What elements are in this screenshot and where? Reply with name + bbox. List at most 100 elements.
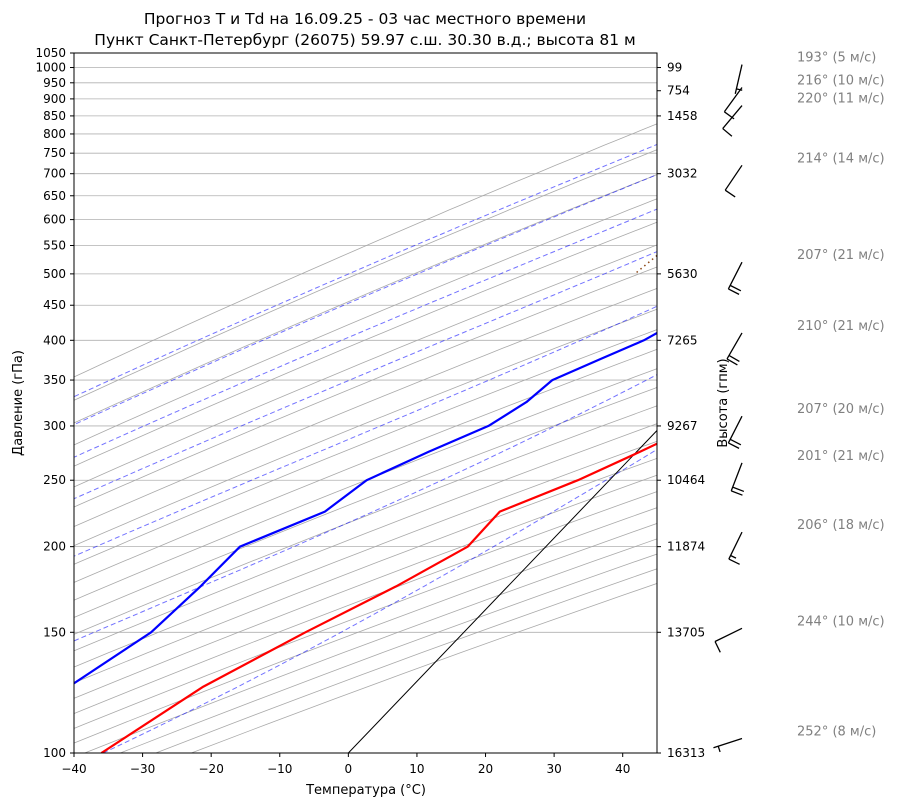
wind-barb — [723, 87, 743, 120]
dry-adiabat — [74, 198, 657, 446]
y-tick-label: 650 — [43, 189, 66, 203]
wind-label: 252° (8 м/с) — [797, 724, 876, 739]
x-axis-ticks: −40 −30 −20 −10 0 10 20 30 40 — [61, 753, 630, 776]
y-tick-label: 150 — [43, 625, 66, 639]
x-tick-label: −20 — [199, 762, 224, 776]
height-tick-label: 16313 — [667, 746, 705, 760]
moist-adiabat — [74, 143, 657, 398]
height-tick-label: 754 — [667, 84, 690, 98]
chart-title: Прогноз T и Td на 16.09.25 - 03 час мест… — [144, 10, 586, 28]
height-tick-label: 5630 — [667, 267, 698, 281]
plot-frame — [73, 52, 658, 754]
y-tick-label: 1050 — [35, 46, 66, 60]
y-tick-label: 700 — [43, 167, 66, 181]
y-tick-label: 400 — [43, 333, 66, 347]
wind-barb-feather — [717, 745, 721, 753]
dry-adiabat — [74, 149, 657, 401]
height-tick-label: 7265 — [667, 333, 698, 347]
x-tick-label: 40 — [615, 762, 630, 776]
wind-barb-feather — [736, 88, 743, 91]
moist-adiabat — [74, 251, 657, 500]
wind-barb — [734, 64, 743, 94]
wind-barb-staff — [727, 415, 743, 444]
dry-adiabat — [74, 123, 657, 378]
y-tick-label: 450 — [43, 298, 66, 312]
wind-barb-feather — [732, 486, 745, 493]
wind-label: 244° (10 м/с) — [797, 614, 885, 629]
dry-adiabat — [74, 348, 657, 583]
x-axis-label: Температура (°C) — [305, 783, 426, 798]
wind-barb-feather — [729, 284, 742, 292]
wind-barb — [714, 627, 743, 653]
wind-barb — [726, 332, 743, 366]
height-tick-label: 13705 — [667, 625, 705, 639]
dry-adiabat — [84, 538, 657, 753]
dry-adiabat — [74, 457, 657, 684]
wind-label: 201° (21 м/с) — [797, 449, 885, 464]
moist-adiabat — [74, 208, 657, 458]
moist-adiabat — [74, 305, 657, 557]
height-axis-ticks: 16313 13705 11874 10464 9267 7265 5630 3032 1458… — [657, 61, 705, 760]
dry-adiabat — [191, 582, 657, 753]
y-tick-label: 1000 — [35, 61, 66, 75]
wind-label: 207° (20 м/с) — [797, 402, 885, 417]
dry-adiabat — [74, 244, 657, 488]
height-tick-label: 99 — [667, 61, 682, 75]
wind-barb — [713, 737, 743, 753]
moist-adiabat — [74, 374, 657, 642]
wind-barb-feather — [729, 438, 742, 446]
y-tick-label: 800 — [43, 127, 66, 141]
x-tick-label: 10 — [409, 762, 424, 776]
wind-barb — [724, 164, 743, 198]
y-tick-label: 900 — [43, 92, 66, 106]
dry-adiabat — [74, 423, 657, 652]
x-tick-label: 20 — [478, 762, 493, 776]
y-tick-label: 500 — [43, 267, 66, 281]
dewpoint-line — [74, 331, 657, 685]
x-tick-label: −40 — [61, 762, 86, 776]
wind-barb-feather — [731, 490, 743, 496]
y-tick-label: 750 — [43, 146, 66, 160]
dry-adiabat — [74, 329, 657, 565]
height-tick-label: 10464 — [667, 473, 705, 487]
dry-adiabat — [74, 507, 657, 729]
wind-label: 206° (18 м/с) — [797, 518, 885, 533]
height-tick-label: 11874 — [667, 540, 705, 554]
wind-label: 214° (14 м/с) — [797, 151, 885, 166]
wind-barb-feather — [728, 442, 740, 449]
y-tick-label: 950 — [43, 76, 66, 90]
x-tick-label: 30 — [546, 762, 561, 776]
dry-adiabat — [74, 287, 657, 528]
dry-adiabat — [74, 387, 657, 618]
y-tick-label: 350 — [43, 373, 66, 387]
height-axis-label: Высота (гпм) — [716, 358, 731, 447]
wind-barb-staff — [730, 462, 743, 492]
wind-barb-staff — [727, 261, 743, 290]
wind-label: 207° (21 м/с) — [797, 248, 885, 263]
thermo-reference-lines — [74, 123, 657, 753]
y-tick-label: 300 — [43, 419, 66, 433]
wind-barbs: 252° (8 м/с) 244° (10 м/с) 206° (18 м/с) 20… — [713, 51, 885, 753]
dry-adiabat — [74, 440, 657, 668]
y-axis-label: Давление (гПа) — [11, 350, 26, 456]
wind-label: 210° (21 м/с) — [797, 319, 885, 334]
wind-barb-staff — [728, 531, 743, 560]
wind-barb-staff — [714, 627, 743, 643]
dry-adiabat — [74, 368, 657, 601]
height-tick-label: 3032 — [667, 167, 698, 181]
wind-barb-staff — [724, 164, 743, 191]
y-tick-label: 600 — [43, 213, 66, 227]
wind-barb-staff — [723, 87, 743, 113]
wind-barb — [727, 415, 743, 449]
profile-lines — [74, 331, 657, 753]
wind-barb — [728, 531, 743, 565]
wind-barb-feather — [714, 641, 721, 653]
wind-barb-feather — [724, 189, 736, 198]
wind-label: 216° (10 м/с) — [797, 74, 885, 89]
wind-barb-staff — [726, 332, 743, 360]
wind-barb-feather — [726, 358, 738, 366]
y-tick-label: 850 — [43, 109, 66, 123]
dry-adiabat — [74, 174, 657, 424]
